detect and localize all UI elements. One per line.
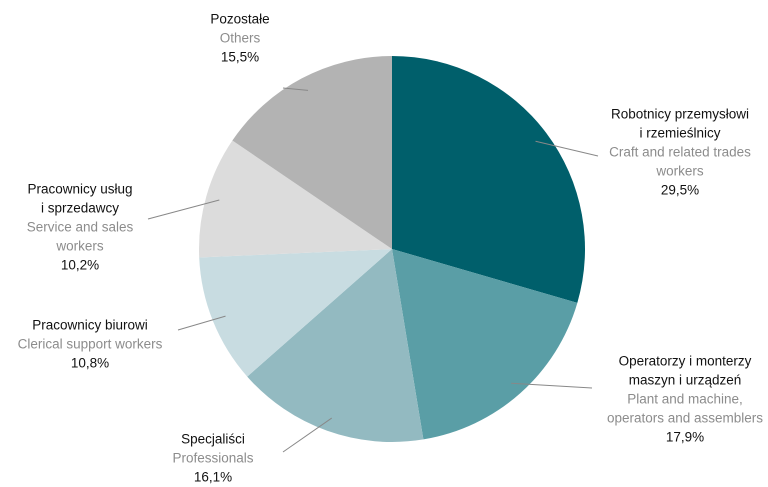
leader-line (147, 199, 220, 220)
label-en: operators and assemblers (607, 411, 763, 426)
label-en: Craft and related trades (609, 145, 751, 160)
label-en: Professionals (172, 451, 253, 466)
leader-line (282, 417, 333, 453)
label-pl: Pracownicy usług (27, 182, 132, 197)
label-pl: i sprzedawcy (41, 201, 119, 216)
label-pl: Pracownicy biurowi (32, 318, 148, 333)
value-label: 10,2% (61, 258, 99, 273)
pie-slice (392, 56, 585, 303)
value-label: 15,5% (221, 50, 259, 65)
label-pl: Pozostałe (210, 12, 269, 27)
leader-line (511, 382, 593, 389)
label-pl: maszyn i urządzeń (629, 373, 742, 388)
label-en: Clerical support workers (18, 337, 163, 352)
pie-slice (392, 249, 578, 440)
label-en: Plant and machine, (627, 392, 743, 407)
label-pl: Operatorzy i monterzy (619, 354, 752, 369)
pie-slice (199, 140, 392, 258)
leader-line (282, 87, 309, 91)
label-en: Others (220, 31, 261, 46)
value-label: 10,8% (71, 356, 109, 371)
leader-line (177, 315, 226, 331)
label-en: workers (55, 239, 104, 254)
label-pl: Specjaliści (181, 432, 245, 447)
value-label: 17,9% (666, 430, 704, 445)
leader-line (535, 140, 599, 157)
label-en: Service and sales (27, 220, 134, 235)
pie-slice (199, 249, 392, 377)
label-pl: i rzemieślnicy (639, 126, 720, 141)
value-label: 29,5% (661, 183, 699, 198)
value-label: 16,1% (194, 470, 232, 485)
label-pl: Robotnicy przemysłowi (611, 107, 749, 122)
pie-slice (247, 249, 424, 442)
label-en: workers (655, 164, 704, 179)
pie-slice (232, 55, 392, 249)
